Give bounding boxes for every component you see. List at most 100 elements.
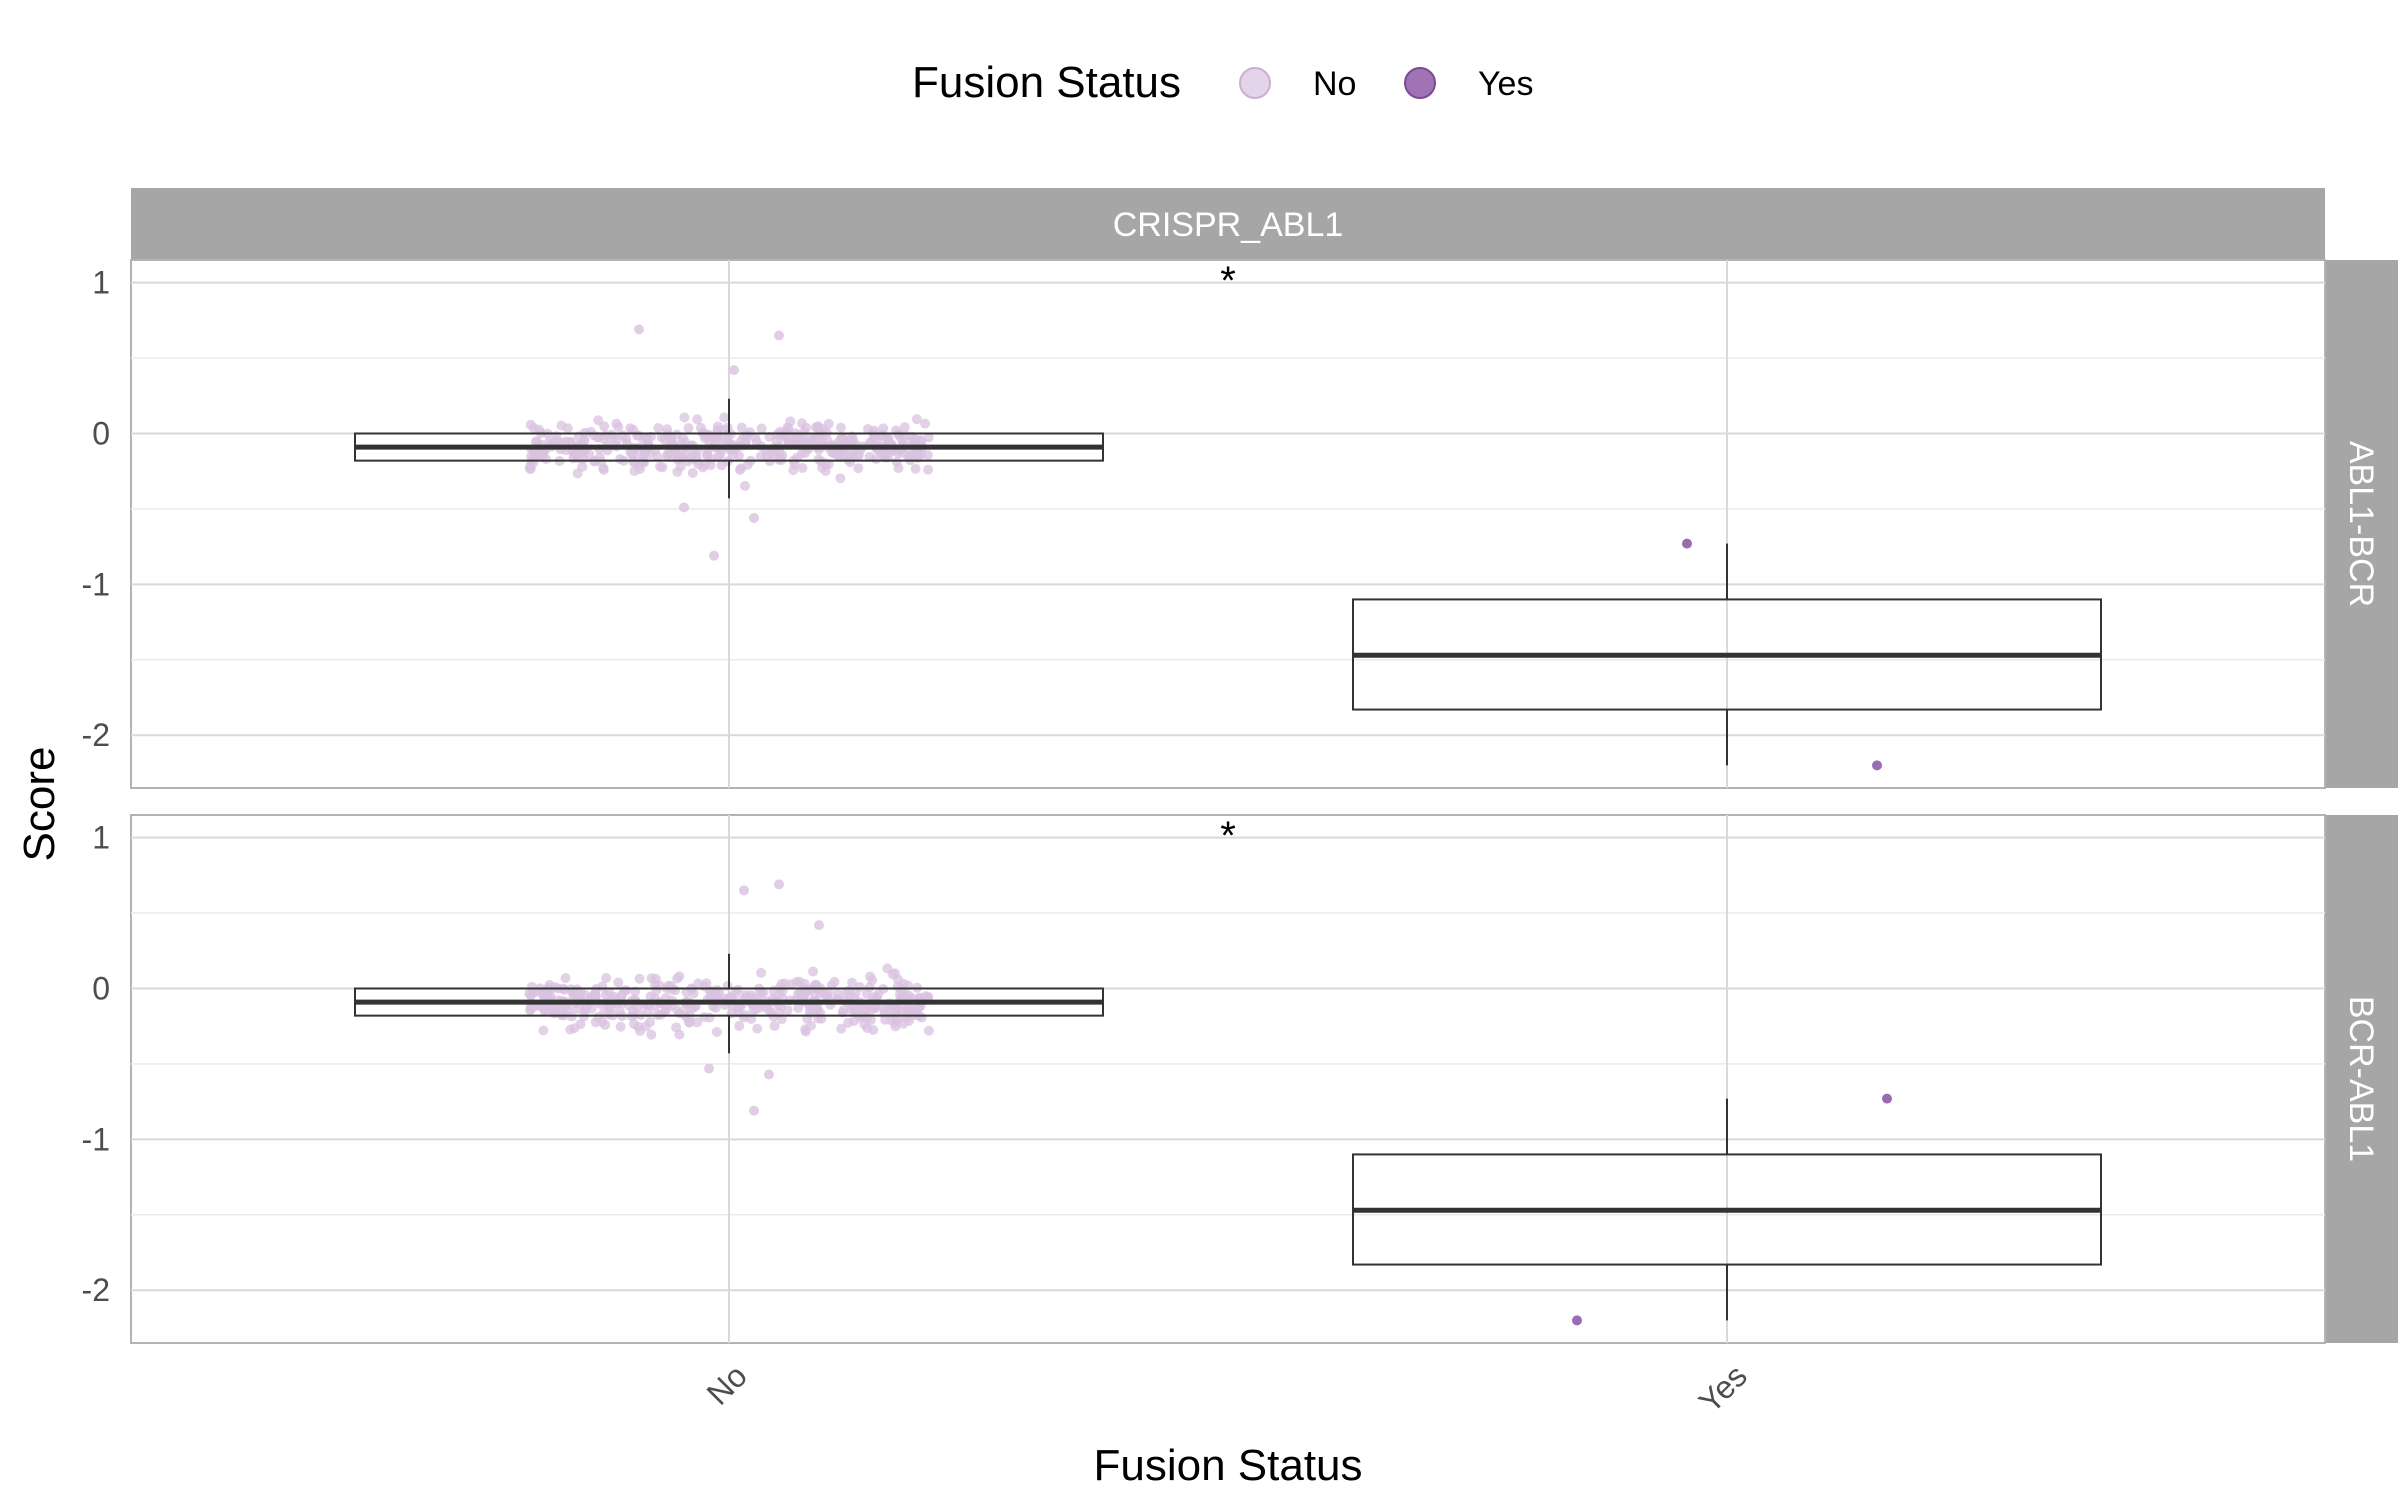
row-strip [2326,815,2398,1343]
data-point-yes [1872,760,1882,771]
data-point-no [704,1063,714,1074]
y-axis-title: Score [15,747,64,862]
data-point-no [836,1023,847,1034]
data-point-no [756,423,767,434]
data-point-no [671,1022,682,1033]
data-point-no [606,1002,617,1013]
data-point-no [528,457,539,468]
data-point-no [785,416,796,427]
data-point-no [756,967,767,978]
data-point-no [569,1023,580,1034]
data-point-no [600,990,611,1001]
data-point-no [774,879,784,890]
data-point-no [692,414,703,425]
data-point-no [559,984,570,995]
data-point-no [915,435,926,446]
data-point-no [788,465,799,476]
data-point-no [820,466,831,477]
data-point-no [719,412,730,423]
data-point-no [713,451,724,462]
data-point-yes [1882,1093,1892,1104]
data-point-no [680,448,691,459]
panels: 1 0 -1 -2 * ABL1-BCR 1 0 -1 -2 * BCR-ABL1 [82,259,2398,1344]
data-point-no [849,1005,860,1016]
data-point-no [791,976,802,987]
y-tick-label: 1 [92,265,110,301]
data-point-yes [1572,1315,1582,1326]
data-point-no [672,973,683,984]
data-point-no [711,985,722,996]
data-point-no [882,963,893,974]
data-point-no [662,449,673,460]
column-strip-label: CRISPR_ABL1 [1113,206,1344,244]
data-point-no [577,461,588,472]
legend-label-yes: Yes [1478,65,1533,103]
x-axis-title: Fusion Status [1093,1441,1362,1490]
legend-key-yes [1404,67,1436,99]
data-point-no [695,422,706,433]
data-point-no [598,464,609,475]
data-point-no [615,1021,626,1032]
data-point-no [779,978,790,989]
y-tick-label: -1 [82,566,110,602]
data-point-no [835,473,846,484]
data-point-no [853,463,864,474]
data-point-no [822,991,833,1002]
data-point-no [758,987,769,998]
data-point-no [729,365,739,376]
data-point-no [629,465,640,476]
panel-background [130,259,2326,789]
data-point-no [736,422,747,433]
data-point-no [692,1017,703,1028]
data-point-no [653,423,664,434]
data-point-no [835,422,846,433]
data-point-no [528,422,539,433]
box-yes [1352,1098,2102,1321]
x-tick-label-no: No [700,1357,754,1411]
data-point-no [699,432,710,443]
panel-background [130,814,2326,1344]
row-strip-label: BCR-ABL1 [2342,996,2380,1162]
panel-bcr-abl1: 1 0 -1 -2 * BCR-ABL1 [82,814,2398,1344]
legend-title: Fusion Status [912,58,1181,107]
data-point-no [793,1003,804,1014]
y-tick-label: -1 [82,1121,110,1157]
data-point-no [679,412,690,423]
data-point-no [774,989,785,1000]
box-no [354,953,1104,1054]
data-point-no [769,1020,780,1031]
y-tick-label: 1 [92,820,110,856]
box-yes [1352,543,2102,766]
data-point-no [814,920,824,931]
column-strip [131,188,2325,260]
data-point-no [891,1015,902,1026]
data-point-no [556,420,567,431]
y-tick-label: 0 [92,415,110,451]
data-point-no [530,436,541,447]
data-point-no [634,1026,645,1037]
data-point-no [644,1017,655,1028]
data-point-no [821,427,832,438]
data-point-no [525,990,536,1001]
data-point-no [853,450,864,461]
row-strip-label: ABL1-BCR [2342,441,2380,607]
data-point-no [571,1003,582,1014]
data-point-no [628,1019,639,1030]
data-point-no [697,462,708,473]
data-point-no [923,1025,934,1036]
data-point-no [854,981,865,992]
data-point-no [711,1026,722,1037]
legend-key-no [1239,67,1271,99]
data-point-no [880,1014,891,1025]
data-point-no [878,423,889,434]
data-point-no [634,324,644,335]
data-point-no [597,981,608,992]
data-point-no [710,1002,721,1013]
data-point-no [736,463,747,474]
data-point-no [739,480,750,491]
data-point-no [797,463,808,474]
data-point-no [923,432,934,443]
legend-label-no: No [1313,65,1356,103]
data-point-no [864,451,875,462]
data-point-no [813,454,824,465]
